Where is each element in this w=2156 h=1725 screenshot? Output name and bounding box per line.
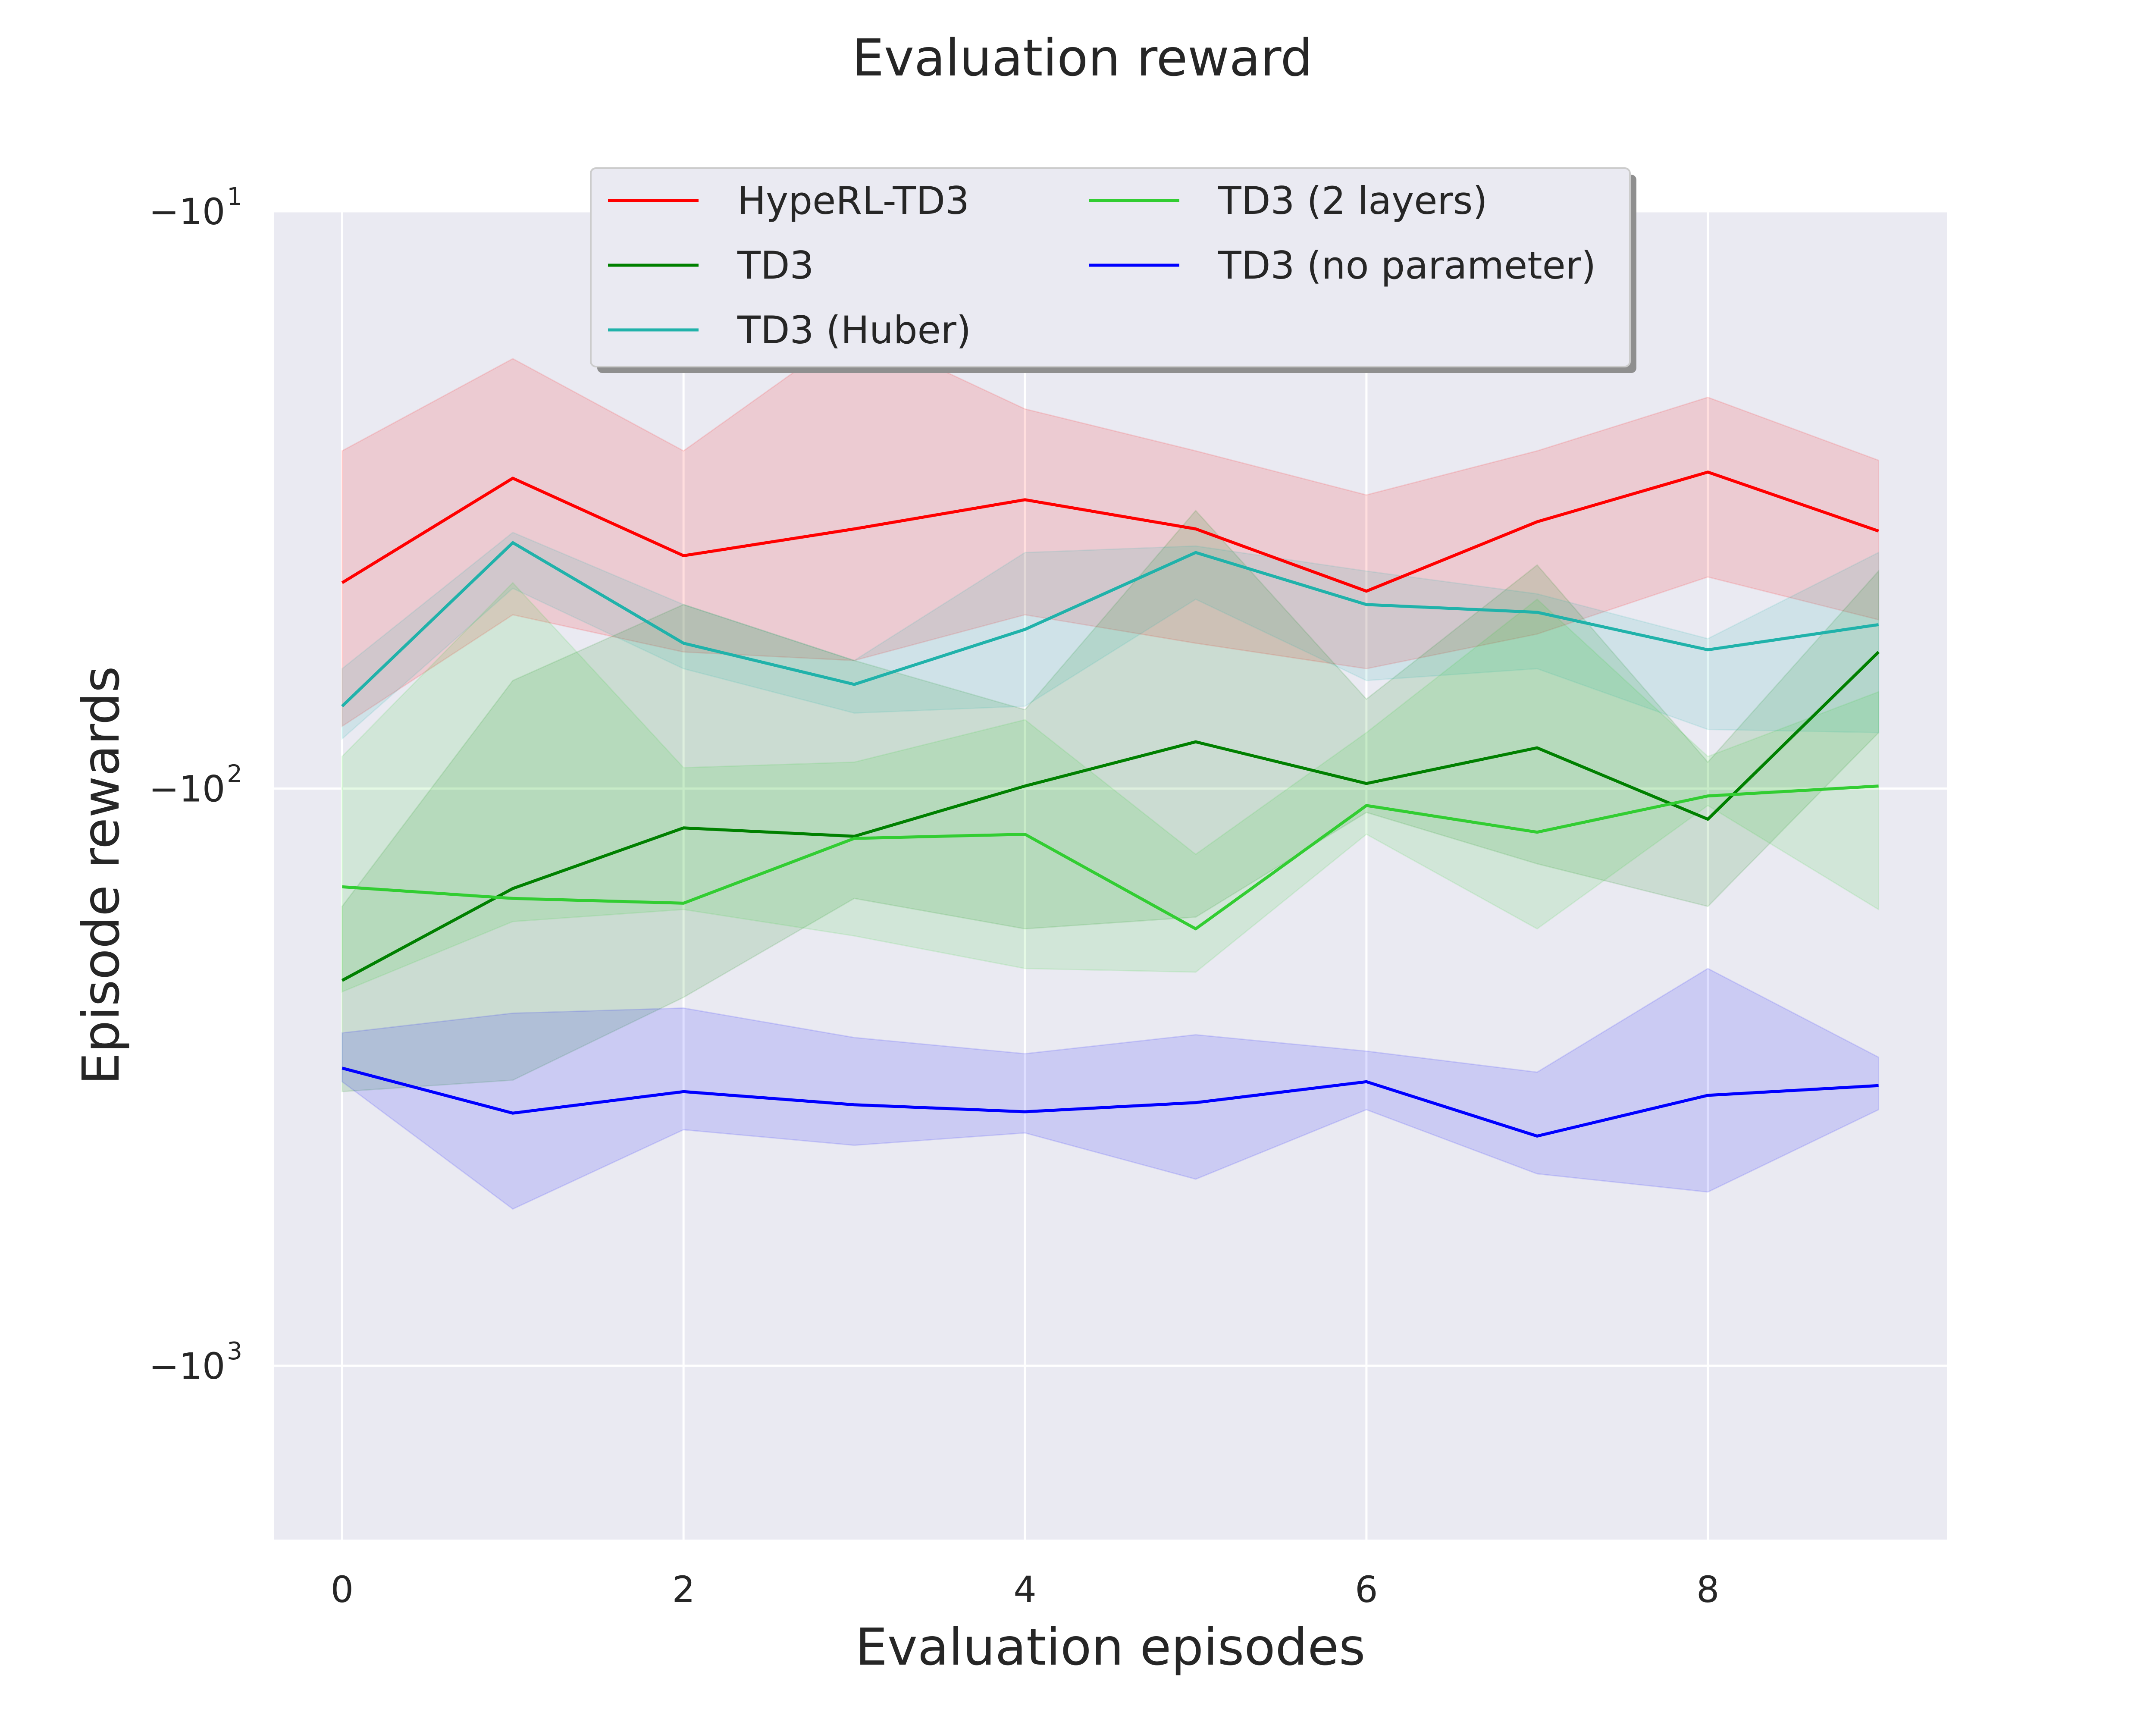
- x-tick-label-4: 4: [1013, 1568, 1036, 1611]
- legend-label-3: TD3 (2 layers): [1218, 179, 1488, 223]
- chart-title: Evaluation reward: [852, 28, 1313, 88]
- series-lines: [341, 470, 1880, 1138]
- x-axis-label: Evaluation episodes: [855, 1617, 1365, 1677]
- x-tick-label-0: 0: [331, 1568, 354, 1611]
- legend-label-0: HypeRL-TD3: [737, 179, 969, 223]
- series-line-2: [341, 541, 1879, 708]
- x-tick-label-6: 6: [1355, 1568, 1378, 1611]
- band-3: [341, 582, 1880, 993]
- y-tick-label-1: −102: [149, 760, 242, 810]
- y-tick-labels: −101 −102 −103: [149, 183, 242, 1387]
- x-tick-label-8: 8: [1696, 1568, 1719, 1611]
- x-tick-label-2: 2: [672, 1568, 695, 1611]
- y-tick-label-2: −103: [149, 1337, 242, 1387]
- series-line-4: [342, 1066, 1879, 1138]
- band-4: [341, 968, 1880, 1210]
- y-axis-label: Episode rewards: [71, 666, 131, 1085]
- legend: HypeRL-TD3 TD3 TD3 (Huber) TD3 (2 layers) TD…: [590, 167, 1636, 373]
- series-line-1: [341, 651, 1880, 982]
- confidence-bands: [341, 328, 1880, 1210]
- x-tick-labels: 0 2 4 6 8: [331, 1568, 1720, 1611]
- series-line-0: [341, 470, 1879, 593]
- legend-label-1: TD3: [737, 243, 814, 288]
- legend-label-4: TD3 (no parameter): [1218, 243, 1596, 288]
- band-2: [341, 531, 1880, 740]
- y-tick-label-0: −101: [149, 183, 242, 233]
- legend-label-2: TD3 (Huber): [737, 308, 971, 352]
- series-line-3: [342, 784, 1879, 931]
- band-1: [341, 509, 1880, 1092]
- legend-box: [590, 167, 1631, 367]
- legend-items: HypeRL-TD3 TD3 TD3 (Huber) TD3 (2 layers) TD…: [608, 179, 1596, 352]
